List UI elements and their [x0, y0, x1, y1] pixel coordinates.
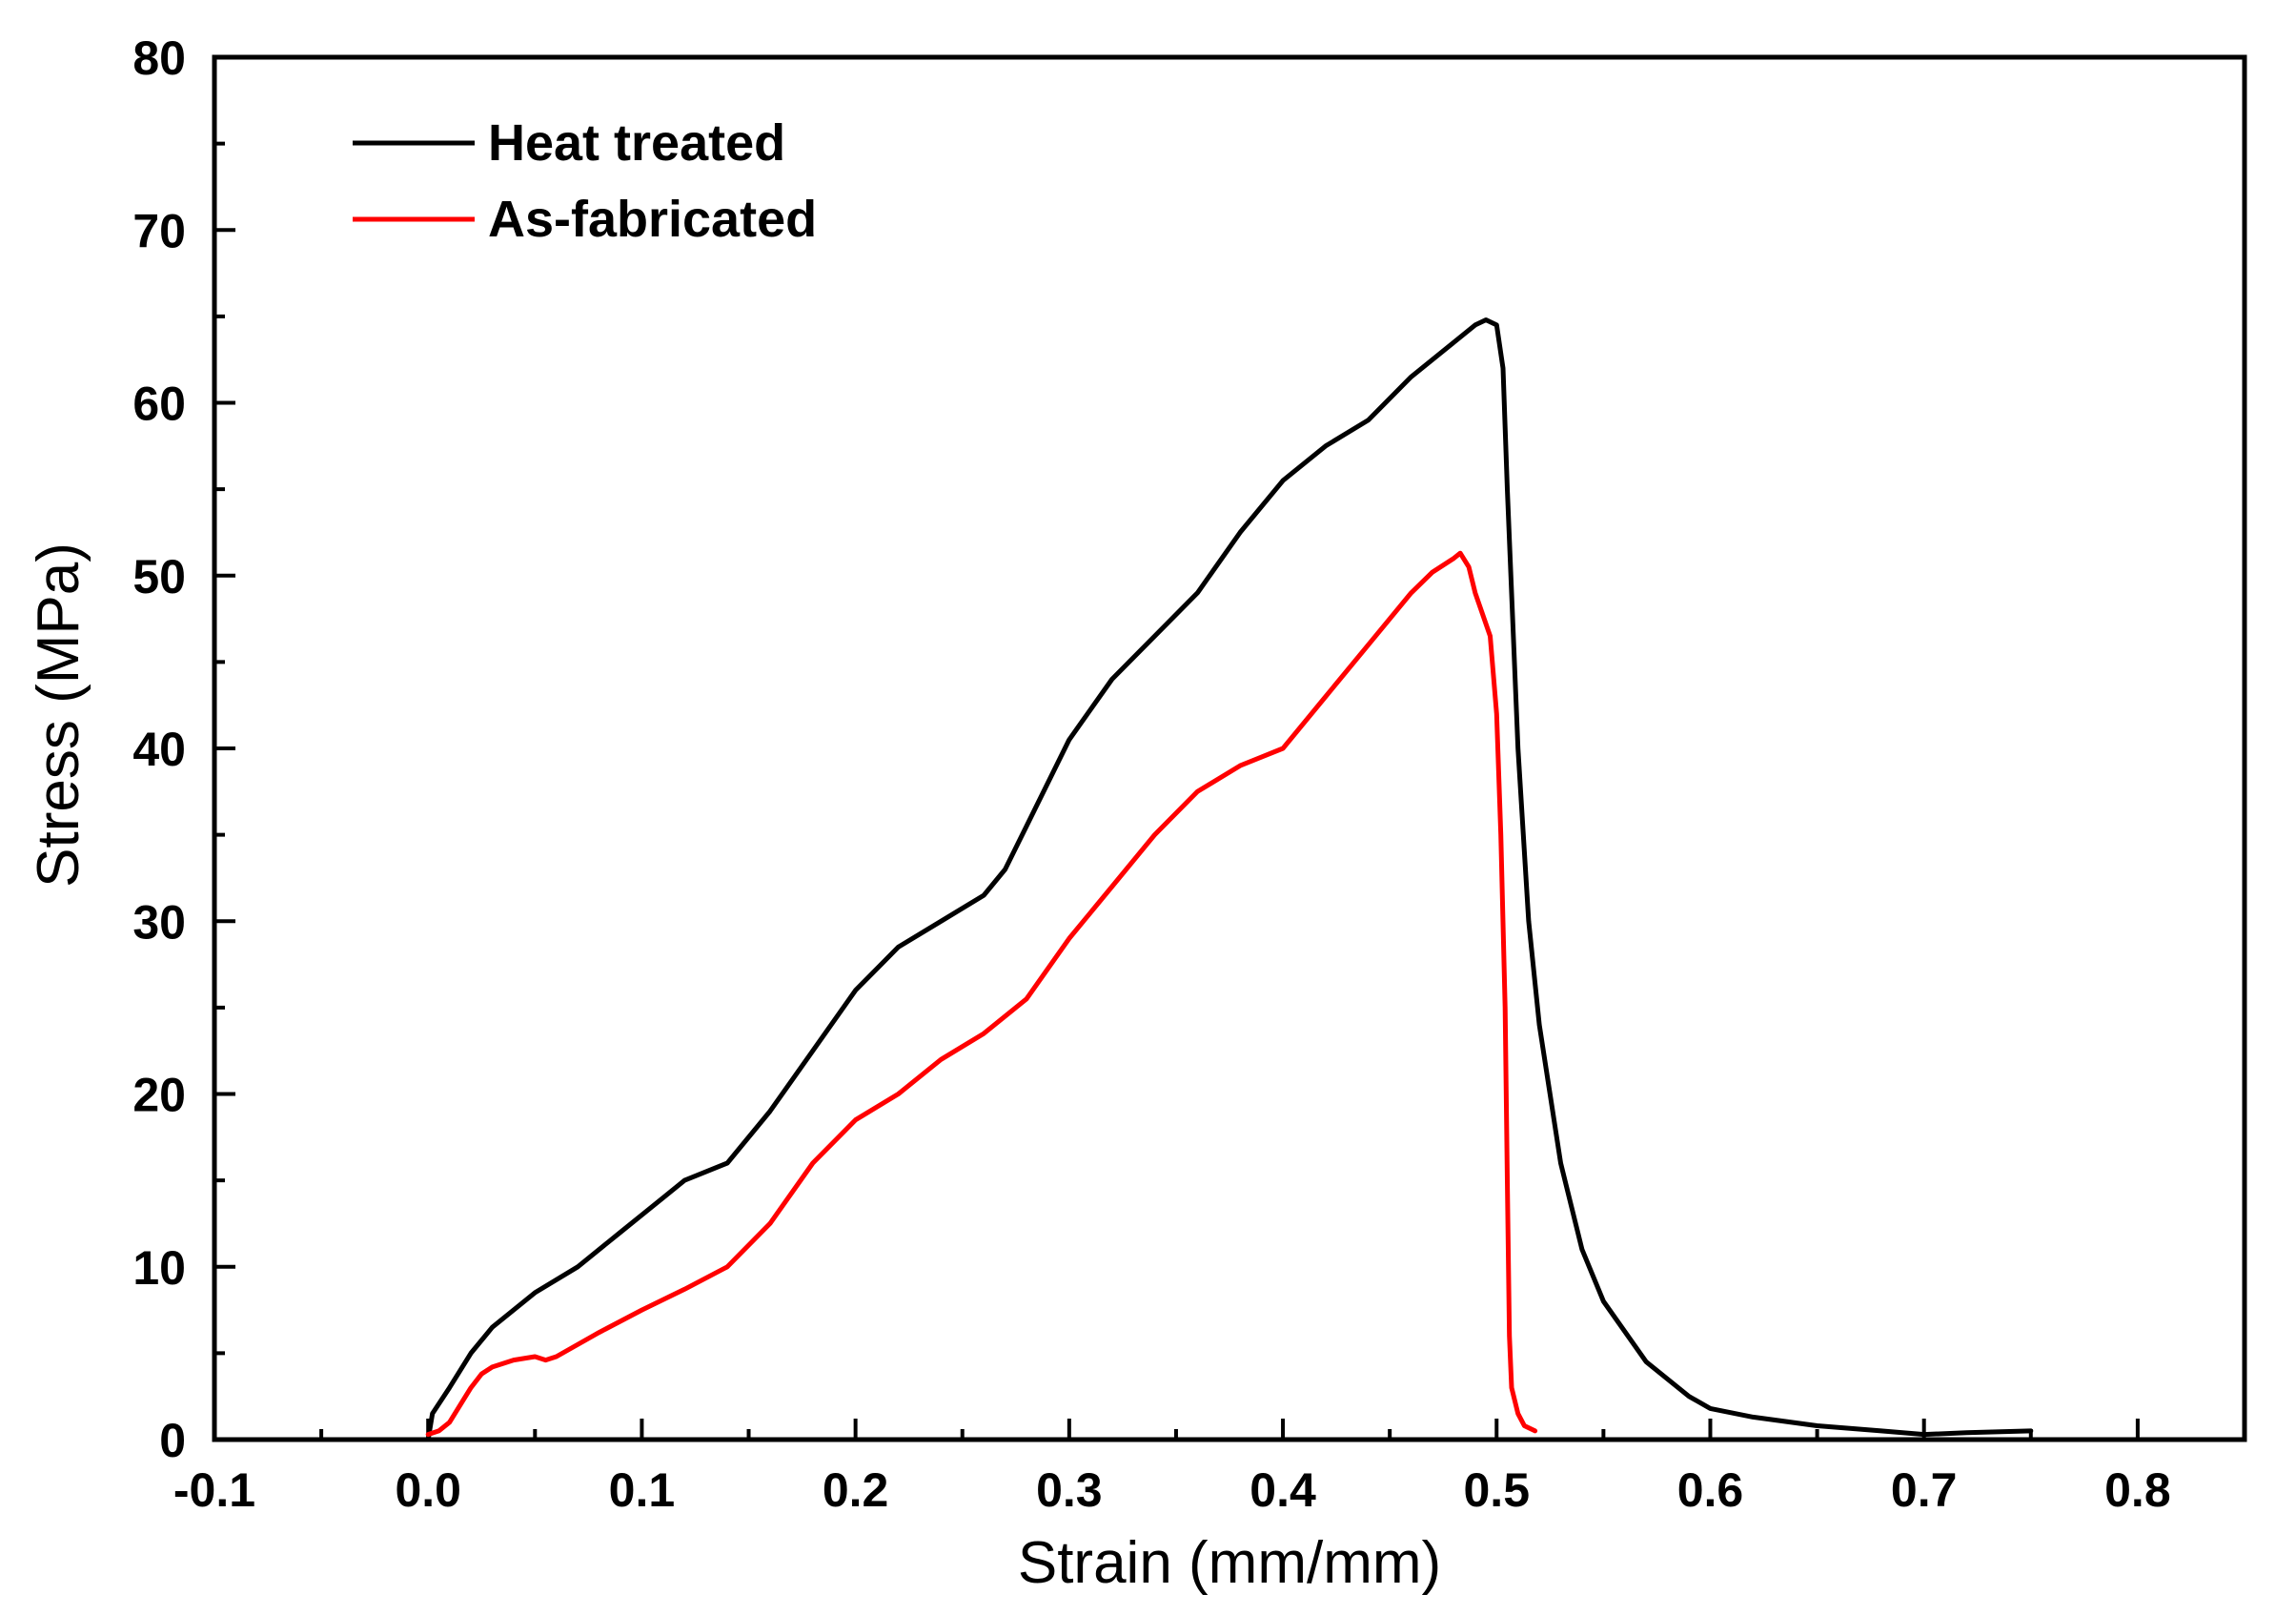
y-tick-label: 60 — [132, 378, 186, 431]
x-tick-label: 0.7 — [1891, 1463, 1958, 1517]
legend-label-heat-treated: Heat treated — [488, 114, 785, 172]
x-tick-label: -0.1 — [173, 1463, 255, 1517]
y-axis: 0 10 20 30 40 50 60 70 80 — [132, 31, 235, 1467]
y-tick-label: 50 — [132, 550, 186, 603]
x-axis-title: Strain (mm/mm) — [1018, 1530, 1441, 1596]
y-tick-label: 10 — [132, 1241, 186, 1295]
y-tick-label: 20 — [132, 1069, 186, 1122]
legend: Heat treated As-fabricated — [353, 114, 817, 248]
plot-frame — [212, 54, 2247, 1442]
y-tick-label: 0 — [159, 1414, 186, 1467]
y-tick-label: 80 — [132, 31, 186, 85]
y-tick-label: 40 — [132, 723, 186, 776]
x-tick-label: 0.2 — [823, 1463, 889, 1517]
x-tick-label: 0.1 — [609, 1463, 676, 1517]
series-line-heat-treated — [425, 317, 2034, 1442]
series-line-as-fabricated — [425, 550, 1538, 1438]
y-tick-label: 30 — [132, 895, 186, 949]
x-tick-label: 0.3 — [1036, 1463, 1103, 1517]
series-layer — [425, 317, 2034, 1442]
legend-label-as-fabricated: As-fabricated — [488, 191, 817, 248]
y-axis-title: Stress (MPa) — [26, 542, 91, 888]
y-tick-label: 70 — [132, 204, 186, 257]
x-tick-label: 0.6 — [1677, 1463, 1744, 1517]
x-axis: -0.1 0.0 0.1 0.2 0.3 0.4 0.5 0.6 0.7 0.8 — [173, 1419, 2171, 1517]
x-tick-label: 0.5 — [1464, 1463, 1531, 1517]
x-tick-label: 0.8 — [2104, 1463, 2171, 1517]
x-tick-label: 0.4 — [1250, 1463, 1316, 1517]
x-tick-label: 0.0 — [395, 1463, 461, 1517]
